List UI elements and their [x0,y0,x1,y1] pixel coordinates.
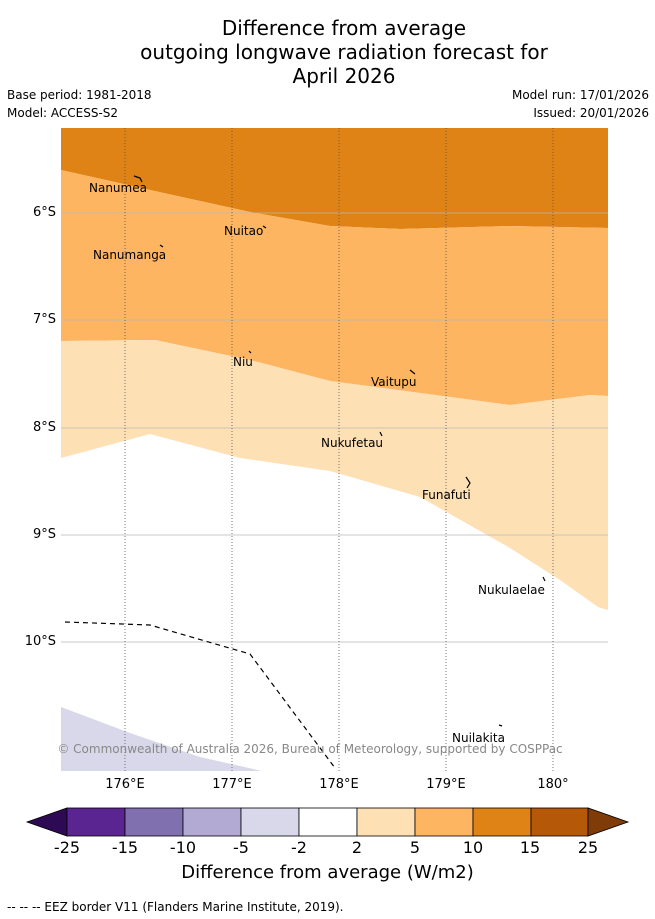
lat-tick-label: 6°S [32,205,56,220]
colorbar-tick-label: 15 [519,838,541,857]
place-label-nanumanga: Nanumanga [93,248,167,262]
base-period: Base period: 1981-2018 [7,88,152,102]
lat-tick-label: 7°S [32,312,56,327]
colorbar-segment [356,807,416,837]
colorbar-segment [298,807,358,837]
colorbar-extend-high [587,807,630,837]
lat-tick-label: 10°S [24,634,56,649]
contour-5-band [61,340,608,610]
chart-title: Difference from average outgoing longwav… [0,16,655,88]
colorbar-tick-label: -5 [233,838,249,857]
lat-tick-label: 8°S [32,420,56,435]
copyright-notice: © Commonwealth of Australia 2026, Bureau… [57,742,562,756]
colorbar-tick-label: -25 [53,838,81,857]
colorbar-title: Difference from average (W/m2) [181,862,474,883]
title-line-2: outgoing longwave radiation forecast for [140,40,548,64]
contour-10-band [61,170,608,405]
colorbar-extend-low [25,807,68,837]
place-label-nuilakita: Nuilakita [452,731,505,745]
model-name: Model: ACCESS-S2 [7,106,119,120]
lon-gridlines [124,128,554,771]
colorbar-tick-label: 10 [462,838,484,857]
island-outlines [133,175,546,727]
colorbar-segment [66,807,126,837]
place-label-nukufetau: Nukufetau [321,436,384,450]
place-label-nanumea: Nanumea [89,181,147,195]
colorbar-segment [240,807,300,837]
place-label-vaitupu: Vaitupu [371,375,417,389]
eez-border [64,621,336,769]
model-run: Model run: 17/01/2026 [511,88,649,102]
colorbar-segment [472,807,532,837]
issued-date: Issued: 20/01/2026 [533,106,649,120]
lon-tick-label: 178°E [319,777,359,792]
colorbar-segment [124,807,184,837]
colorbar-tick-label: 25 [577,838,599,857]
colorbar-segment [530,807,589,837]
title-line-1: Difference from average [221,16,467,40]
place-label-funafuti: Funafuti [422,488,471,502]
eez-footnote: -- -- -- EEZ border V11 (Flanders Marine… [7,900,344,914]
lat-tick-label: 9°S [32,527,56,542]
colorbar-tick-label: -15 [111,838,139,857]
colorbar-tick-label: 5 [409,838,421,857]
colorbar [25,807,630,837]
map-area [61,128,608,771]
lon-tick-label: 176°E [105,777,145,792]
lon-tick-label: 180° [537,777,569,792]
lat-gridlines [61,212,608,643]
colorbar-segment [414,807,474,837]
colorbar-tick-label: -2 [291,838,307,857]
colorbar-segment [182,807,242,837]
title-line-3: April 2026 [292,64,396,88]
lon-tick-label: 179°E [426,777,466,792]
contour-15-band [61,128,608,229]
colorbar-tick-label: 2 [351,838,363,857]
place-label-nuitao: Nuitao [224,224,264,238]
lon-tick-label: 177°E [212,777,252,792]
contour-negative-band [61,707,262,771]
colorbar-tick-label: -10 [169,838,197,857]
place-label-nukulaelae: Nukulaelae [478,583,545,597]
place-label-niu: Niu [233,355,253,369]
